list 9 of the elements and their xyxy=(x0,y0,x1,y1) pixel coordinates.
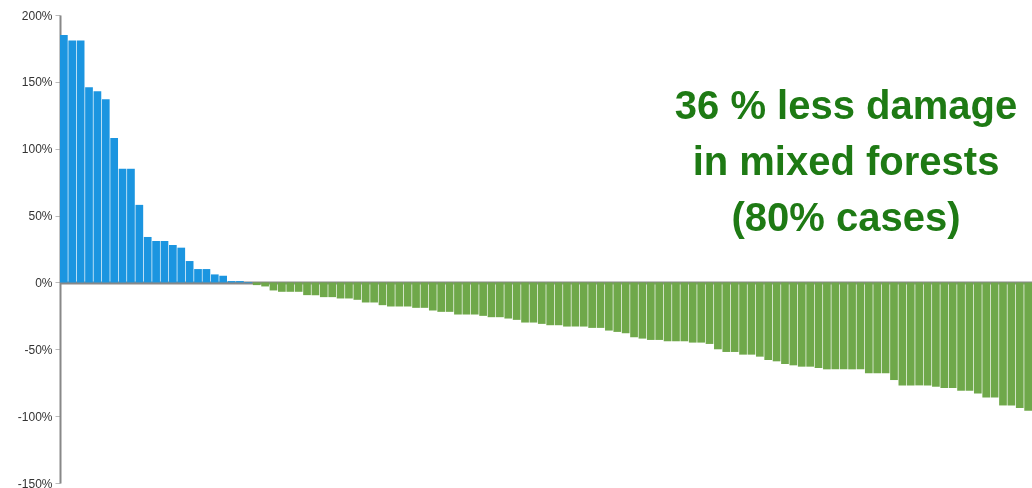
y-tick-label: -150% xyxy=(17,476,53,488)
y-tick-label: 50% xyxy=(28,209,53,224)
y-tick-label: -50% xyxy=(24,342,53,357)
y-tick-label: 0% xyxy=(35,275,53,290)
y-tick-label: 150% xyxy=(21,75,53,90)
y-tick-label: 200% xyxy=(21,8,53,23)
y-tick-label: -100% xyxy=(17,409,53,424)
y-tick-label: 100% xyxy=(21,142,53,157)
annotation: 36 % less damage in mixed forests (80% cases) xyxy=(674,83,1018,239)
